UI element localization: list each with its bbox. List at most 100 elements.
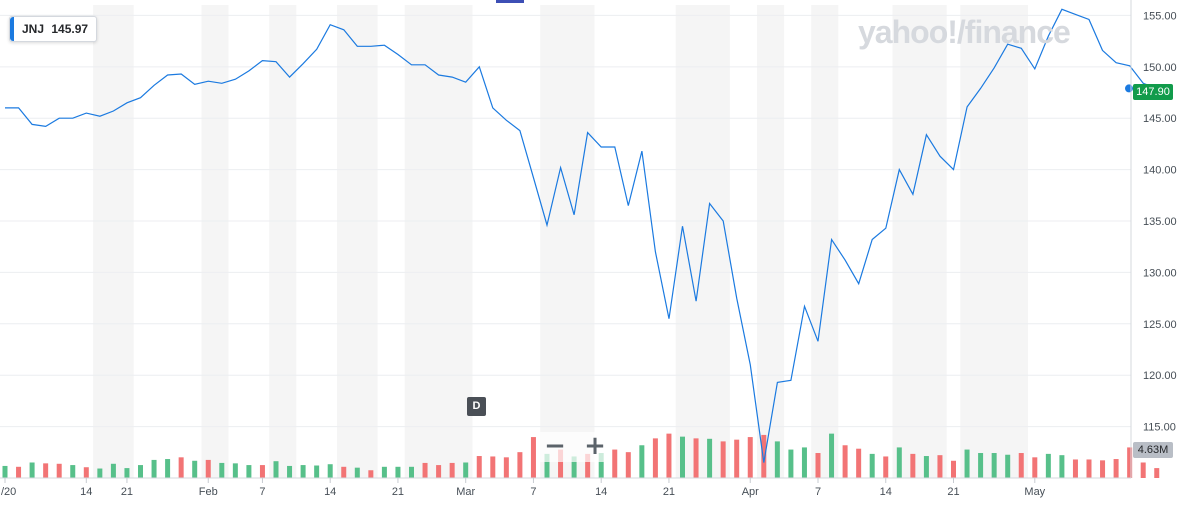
volume-bar xyxy=(449,462,455,478)
volume-bar xyxy=(747,437,753,478)
volume-bar xyxy=(1154,468,1160,478)
volume-bar xyxy=(1072,459,1078,478)
y-tick-label: 115.00 xyxy=(1143,422,1176,434)
volume-bar xyxy=(70,465,76,478)
volume-bar xyxy=(571,456,577,478)
volume-bar xyxy=(734,439,740,478)
volume-bar xyxy=(639,445,645,478)
volume-bar xyxy=(991,453,997,478)
x-tick-label: 7 xyxy=(530,486,536,498)
week-band xyxy=(675,5,730,478)
zoom-in-button[interactable]: + xyxy=(584,431,606,461)
volume-bar xyxy=(83,467,89,478)
week-band xyxy=(892,5,947,478)
volume-bar xyxy=(29,462,35,478)
zoom-controls: − + xyxy=(540,432,612,462)
y-tick-label: 155.00 xyxy=(1143,10,1177,22)
volume-bar xyxy=(1086,459,1092,478)
volume-bar xyxy=(788,449,794,478)
volume-bar xyxy=(1100,460,1106,478)
volume-bar xyxy=(1140,462,1146,478)
volume-bar xyxy=(327,464,333,478)
volume-bar xyxy=(368,470,374,478)
x-tick-label: 21 xyxy=(663,486,675,498)
volume-bar xyxy=(2,465,8,478)
volume-bar xyxy=(652,438,658,478)
x-tick-label: 14 xyxy=(595,486,607,498)
volume-bar xyxy=(530,437,536,478)
x-tick-label: Mar xyxy=(456,486,475,498)
volume-bar xyxy=(842,445,848,478)
x-tick-label: 21 xyxy=(947,486,959,498)
weekly-bands xyxy=(93,5,1029,478)
volume-bar xyxy=(436,465,442,478)
zoom-out-button[interactable]: − xyxy=(544,431,566,461)
week-band xyxy=(960,5,1029,478)
week-band xyxy=(540,5,595,478)
volume-bar xyxy=(937,455,943,478)
volume-bars xyxy=(2,433,1160,478)
volume-bar xyxy=(1059,455,1065,478)
volume-bar xyxy=(381,466,387,478)
volume-bar xyxy=(409,466,414,478)
volume-bar xyxy=(1032,457,1038,478)
volume-bar xyxy=(124,468,130,478)
x-tick-label: 21 xyxy=(392,486,404,498)
volume-bar xyxy=(178,457,184,478)
volume-bar xyxy=(1005,454,1011,478)
x-tick-label: 14 xyxy=(324,486,336,498)
volume-bar xyxy=(1113,459,1119,478)
x-tick-label: Apr xyxy=(742,486,759,498)
volume-bar xyxy=(43,463,49,478)
volume-bar xyxy=(856,448,862,478)
volume-bar xyxy=(354,467,360,478)
x-tick-label: /20 xyxy=(1,486,16,498)
volume-bar xyxy=(829,433,835,478)
week-band xyxy=(757,5,785,478)
volume-bar xyxy=(490,456,496,478)
volume-bar xyxy=(585,453,591,478)
volume-bar xyxy=(395,466,401,478)
volume-bar xyxy=(625,452,631,478)
volume-bar xyxy=(151,459,157,478)
week-band xyxy=(404,5,473,478)
volume-bar xyxy=(259,465,265,478)
volume-bar xyxy=(476,456,482,478)
volume-bar xyxy=(422,462,428,478)
volume-bar xyxy=(707,438,713,478)
ticker-symbol: JNJ xyxy=(22,22,45,36)
last-price-badge: 147.90 xyxy=(1133,84,1173,100)
volume-bar xyxy=(97,468,103,478)
price-line xyxy=(5,8,1158,463)
volume-bar xyxy=(300,465,306,478)
volume-bar xyxy=(761,434,767,478)
volume-bar xyxy=(16,466,22,478)
x-tick-label: 7 xyxy=(259,486,265,498)
volume-bar xyxy=(612,449,618,478)
y-tick-label: 120.00 xyxy=(1143,370,1177,382)
volume-bar xyxy=(720,441,726,478)
volume-bar xyxy=(923,456,929,478)
volume-bar xyxy=(666,433,672,478)
x-tick-label: 21 xyxy=(121,486,133,498)
volume-bar xyxy=(693,438,699,478)
y-tick-label: 145.00 xyxy=(1143,113,1177,125)
week-band xyxy=(336,5,378,478)
volume-bar xyxy=(774,441,780,478)
x-tick-label: 7 xyxy=(815,486,821,498)
period-button[interactable]: D xyxy=(467,397,486,416)
x-tick-label: 14 xyxy=(880,486,892,498)
horizontal-grid xyxy=(0,14,1131,428)
volume-bar xyxy=(273,461,279,478)
volume-bar xyxy=(1018,453,1024,478)
week-band xyxy=(201,5,229,478)
volume-bar xyxy=(110,463,116,478)
volume-bar xyxy=(219,462,225,478)
volume-bar xyxy=(544,453,550,478)
y-tick-label: 130.00 xyxy=(1143,267,1177,279)
volume-bar xyxy=(869,453,875,478)
volume-bar xyxy=(341,466,347,478)
volume-bar xyxy=(978,453,984,478)
volume-bar xyxy=(964,449,970,478)
